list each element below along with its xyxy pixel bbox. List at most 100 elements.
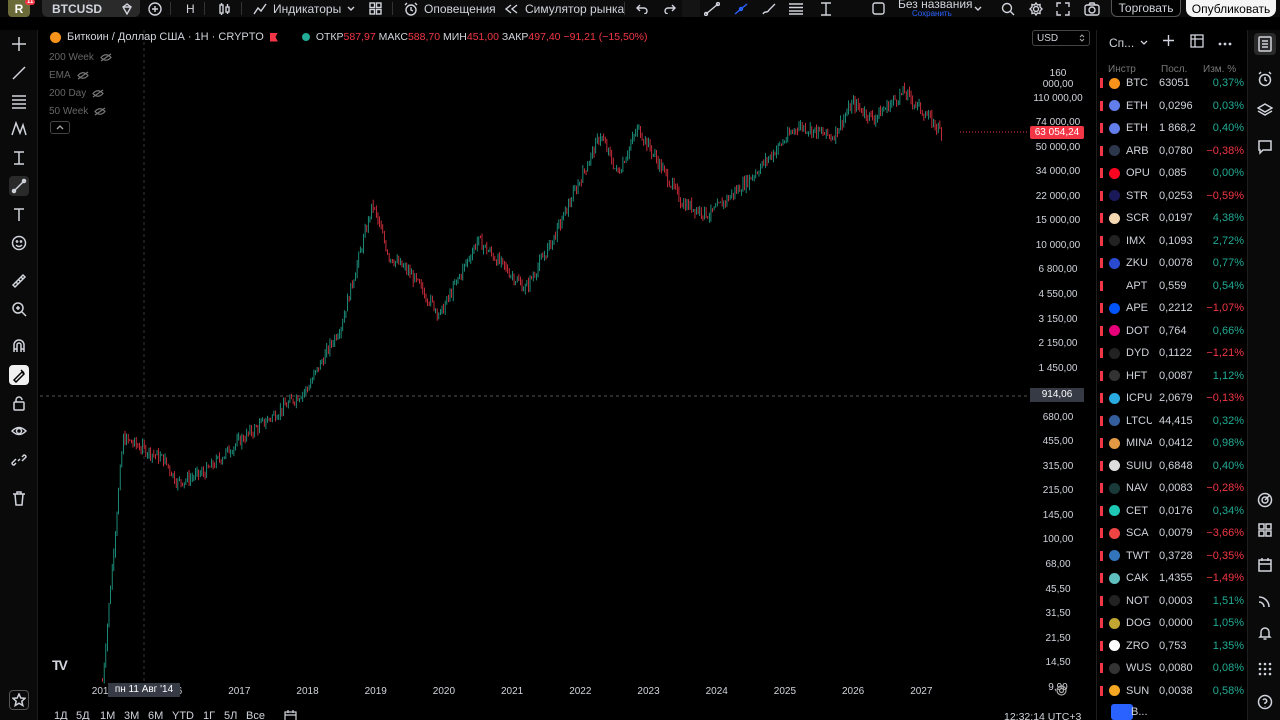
calendar-icon[interactable] xyxy=(284,710,297,720)
fullscreen-icon[interactable] xyxy=(1056,0,1070,17)
bottom-panel-label[interactable]: В... xyxy=(1131,706,1148,718)
fib-tool-icon[interactable] xyxy=(9,91,29,111)
ruler-tool-icon[interactable] xyxy=(9,271,29,291)
trend-line-tool-icon[interactable] xyxy=(9,63,29,83)
flag-marker[interactable] xyxy=(1100,663,1103,673)
watchlist-row[interactable]: APT 0,559 0,54% xyxy=(1097,275,1247,297)
brush-icon[interactable] xyxy=(761,0,777,17)
interval-button[interactable]: Н xyxy=(186,1,195,16)
range-3m[interactable]: 3М xyxy=(124,710,140,720)
watchlist-row[interactable]: DYD 0,1122 −1,21% xyxy=(1097,342,1247,364)
camera-icon[interactable] xyxy=(1084,0,1100,17)
flag-marker[interactable] xyxy=(1100,78,1103,88)
stay-in-drawing-icon[interactable] xyxy=(9,365,29,385)
help-icon[interactable] xyxy=(1254,691,1276,713)
range-1m[interactable]: 1М xyxy=(100,710,116,720)
replay-button[interactable]: Симулятор рынка xyxy=(505,0,624,17)
emoji-tool-icon[interactable] xyxy=(9,233,29,253)
layout-name-button[interactable]: Без названия Сохранить xyxy=(898,0,973,18)
flag-marker[interactable] xyxy=(1100,190,1103,201)
link-icon[interactable] xyxy=(9,450,29,470)
eye-hidden-icon[interactable] xyxy=(92,89,105,98)
chevron-down-icon[interactable] xyxy=(1140,35,1148,49)
watchlist-row[interactable]: OPU 0,085 0,00% xyxy=(1097,162,1247,184)
trade-button[interactable]: Торговать xyxy=(1111,0,1181,17)
legend-symbol-title[interactable]: Биткоин / Доллар США · 1Н · CRYPTO xyxy=(67,31,264,43)
range-1d[interactable]: 1Д xyxy=(54,710,68,720)
text-anchor-icon[interactable] xyxy=(818,0,834,17)
zoom-tool-icon[interactable] xyxy=(9,299,29,319)
watchlist-row[interactable]: WUS 0,0080 0,08% xyxy=(1097,657,1247,679)
watchlist-row[interactable]: HFT 0,0087 1,12% xyxy=(1097,365,1247,387)
bell-icon[interactable] xyxy=(1254,622,1276,644)
indicator-item[interactable]: 200 Week xyxy=(49,48,112,66)
axis-settings-icon[interactable] xyxy=(1056,685,1067,699)
add-symbol-icon[interactable] xyxy=(1162,34,1175,50)
flag-marker[interactable] xyxy=(1100,415,1103,426)
flag-marker[interactable] xyxy=(1100,460,1103,471)
watchlist-row[interactable]: ZRO 0,753 1,35% xyxy=(1097,635,1247,657)
fib-icon[interactable] xyxy=(788,0,804,17)
clock-time[interactable]: 12:32:14 UTC+3 xyxy=(1004,711,1082,720)
price-chart[interactable] xyxy=(40,30,1094,710)
user-avatar[interactable]: R 11 xyxy=(8,0,36,17)
templates-icon[interactable] xyxy=(369,0,382,17)
watchlist-row[interactable]: ICPU 2,0679 −0,13% xyxy=(1097,387,1247,409)
quick-search-icon[interactable] xyxy=(1001,0,1015,17)
watchlist-row[interactable]: IMX 0,1093 2,72% xyxy=(1097,230,1247,252)
indicator-item[interactable]: EMA xyxy=(49,66,112,84)
flag-marker[interactable] xyxy=(1100,370,1103,381)
watchlist-row[interactable]: DOT 0,764 0,66% xyxy=(1097,320,1247,342)
calendar-icon[interactable] xyxy=(1254,554,1276,576)
flag-marker[interactable] xyxy=(1100,258,1103,268)
indicator-item[interactable]: 200 Day xyxy=(49,84,112,102)
range-1y[interactable]: 1Г xyxy=(203,710,216,720)
flag-marker[interactable] xyxy=(1100,550,1103,561)
watchlist-row[interactable]: ARB 0,0780 −0,38% xyxy=(1097,140,1247,162)
eye-icon[interactable] xyxy=(9,421,29,441)
flag-marker[interactable] xyxy=(1100,505,1103,516)
crosshair-tool-icon[interactable] xyxy=(9,34,29,54)
redo-icon[interactable] xyxy=(664,0,676,17)
watchlist-row[interactable]: SUIU 0,6848 0,40% xyxy=(1097,455,1247,477)
flag-marker[interactable] xyxy=(1100,348,1103,358)
watchlist-title[interactable]: Сп... xyxy=(1109,36,1135,50)
flag-marker[interactable] xyxy=(1100,618,1103,628)
indicator-item[interactable]: 50 Week xyxy=(49,102,112,120)
collapse-indicators-button[interactable] xyxy=(50,121,70,134)
range-all[interactable]: Все xyxy=(246,710,265,720)
watchlist-row[interactable]: NOT 0,0003 1,51% xyxy=(1097,590,1247,612)
watchlist-row[interactable]: CET 0,0176 0,34% xyxy=(1097,500,1247,522)
watchlist-row[interactable]: ETH 0,0296 0,03% xyxy=(1097,95,1247,117)
watchlist-row[interactable]: CAK 1,4355 −1,49% xyxy=(1097,567,1247,589)
watchlist-row[interactable]: LTCU 44,415 0,32% xyxy=(1097,410,1247,432)
chevron-down-icon[interactable] xyxy=(974,0,982,17)
brush-line-icon[interactable] xyxy=(733,0,749,17)
more-menu-icon[interactable] xyxy=(1218,35,1232,49)
indicators-button[interactable]: Индикаторы xyxy=(253,0,341,17)
watchlist-row[interactable]: NAV 0,0083 −0,28% xyxy=(1097,477,1247,499)
favorites-star-icon[interactable] xyxy=(9,690,29,710)
eye-hidden-icon[interactable] xyxy=(76,71,89,80)
flag-marker[interactable] xyxy=(1100,595,1103,606)
signal-icon[interactable] xyxy=(1254,590,1276,612)
flag-marker[interactable] xyxy=(1100,235,1103,246)
range-5y[interactable]: 5Л xyxy=(224,710,238,720)
flag-marker[interactable] xyxy=(1100,100,1103,111)
lock-icon[interactable] xyxy=(9,393,29,413)
range-5d[interactable]: 5Д xyxy=(76,710,90,720)
layout-checkbox-icon[interactable] xyxy=(872,0,885,17)
brush-tool-icon[interactable] xyxy=(9,176,29,196)
diamond-icon[interactable] xyxy=(121,0,133,17)
watchlist-row[interactable]: SCA 0,0079 −3,66% xyxy=(1097,522,1247,544)
apps-grid-icon[interactable] xyxy=(1254,658,1276,680)
alerts-clock-icon[interactable] xyxy=(1254,68,1276,90)
watchlist-row[interactable]: ZKU 0,0078 0,77% xyxy=(1097,252,1247,274)
col-change[interactable]: Изм. % xyxy=(1203,64,1237,75)
flag-marker[interactable] xyxy=(1100,303,1103,313)
flag-marker[interactable] xyxy=(1100,393,1103,403)
watchlist-row[interactable]: SUN 0,0038 0,58% xyxy=(1097,680,1247,702)
flag-icon[interactable] xyxy=(269,32,278,42)
watchlist-row[interactable]: BTC 63051 0,37% xyxy=(1097,72,1247,94)
pattern-tool-icon[interactable] xyxy=(9,119,29,139)
